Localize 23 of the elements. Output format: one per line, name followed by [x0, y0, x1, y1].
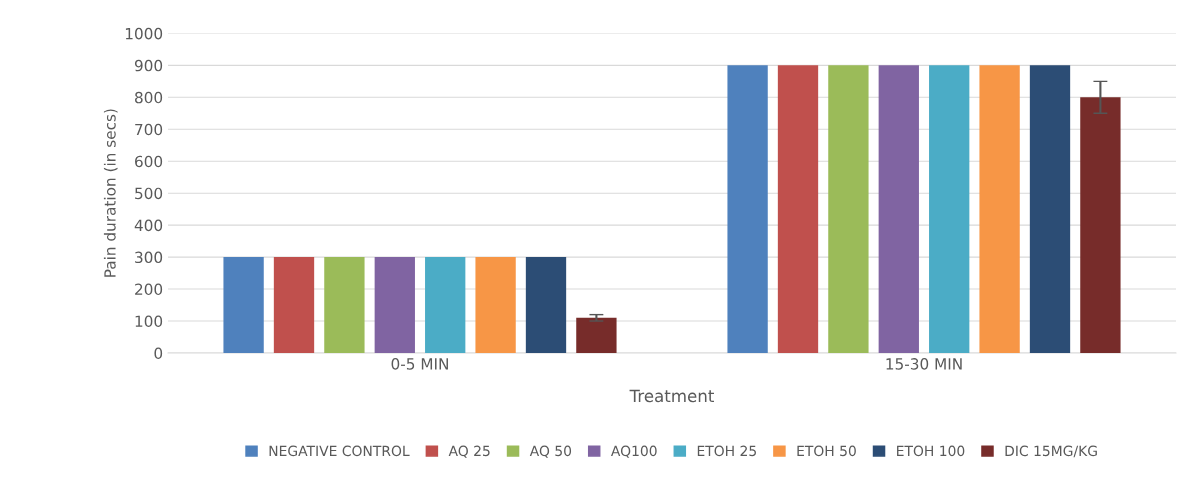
y-tick-label: 900	[134, 59, 163, 72]
y-tick-label: 1000	[125, 27, 163, 40]
x-axis-title: Treatment	[629, 389, 714, 403]
y-tick-label: 800	[135, 91, 163, 104]
legend-label: NEGATIVE CONTROL	[269, 445, 410, 457]
y-axis-title: Pain duration (in secs)	[103, 109, 118, 277]
legend-label: AQ100	[610, 445, 657, 458]
legend-label: DIC 15MG/KG	[1005, 445, 1097, 458]
legend-label: ETOH 25	[697, 445, 756, 457]
legend-label: AQ 25	[448, 445, 490, 458]
y-tick-label: 700	[135, 123, 163, 136]
legend-label: AQ 50	[529, 445, 572, 458]
y-tick-label: 200	[135, 283, 163, 296]
y-tick-label: 300	[135, 251, 163, 264]
y-tick-label: 600	[135, 155, 163, 168]
y-tick-label: 500	[135, 187, 163, 200]
legend-label: ETOH 50	[797, 445, 856, 457]
y-tick-label: 0	[154, 347, 163, 359]
x-tick-label: 15-30 MIN	[886, 358, 962, 370]
legend-label: ETOH 100	[897, 445, 965, 457]
x-tick-label: 0-5 MIN	[391, 358, 448, 370]
y-tick-label: 100	[135, 315, 163, 328]
y-tick-label: 400	[134, 219, 163, 232]
